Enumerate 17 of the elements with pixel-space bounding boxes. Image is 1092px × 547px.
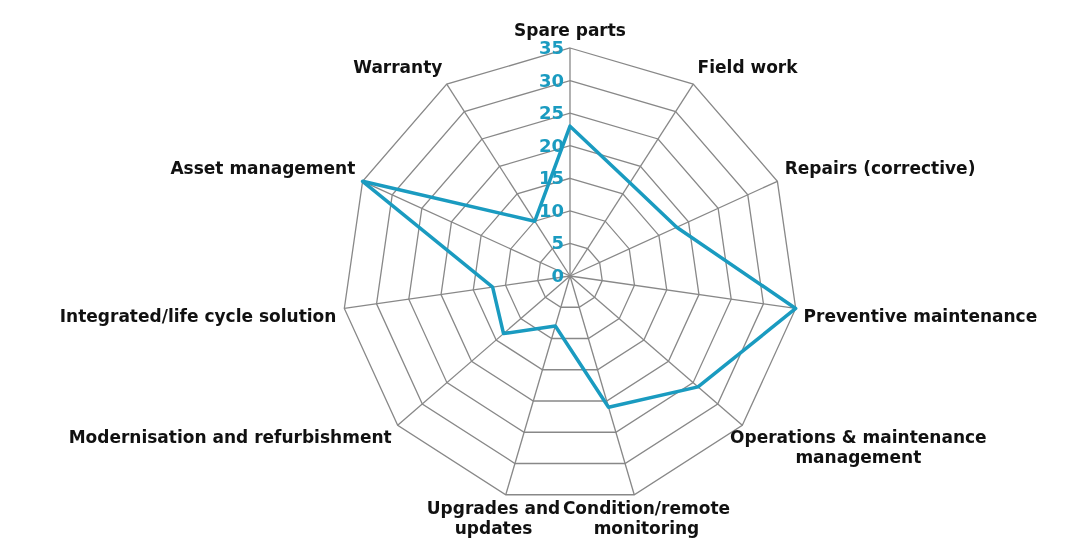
spoke-label: Condition/remote monitoring — [562, 498, 731, 539]
spoke-label: Modernisation and refurbishment — [68, 426, 392, 447]
y-tick-label: 30 — [538, 69, 564, 91]
y-tick-label: 25 — [538, 102, 564, 124]
spoke-label: Field work — [697, 57, 799, 78]
spoke-label: Integrated/life cycle solution — [59, 305, 337, 326]
spoke-label: Upgrades and updates — [426, 498, 561, 539]
y-tick-label: 35 — [538, 37, 564, 58]
spoke-label: Warranty — [353, 57, 443, 78]
spoke-label: Operations & maintenance management — [730, 426, 987, 467]
spoke-label: Preventive maintenance — [803, 305, 1038, 326]
spoke-label: Asset management — [170, 157, 356, 178]
y-tick-label: 0 — [551, 265, 564, 286]
spoke-label: Repairs (corrective) — [784, 157, 976, 178]
y-tick-label: 10 — [538, 199, 564, 221]
y-tick-label: 5 — [551, 232, 564, 254]
spoke-label: Spare parts — [514, 20, 626, 40]
